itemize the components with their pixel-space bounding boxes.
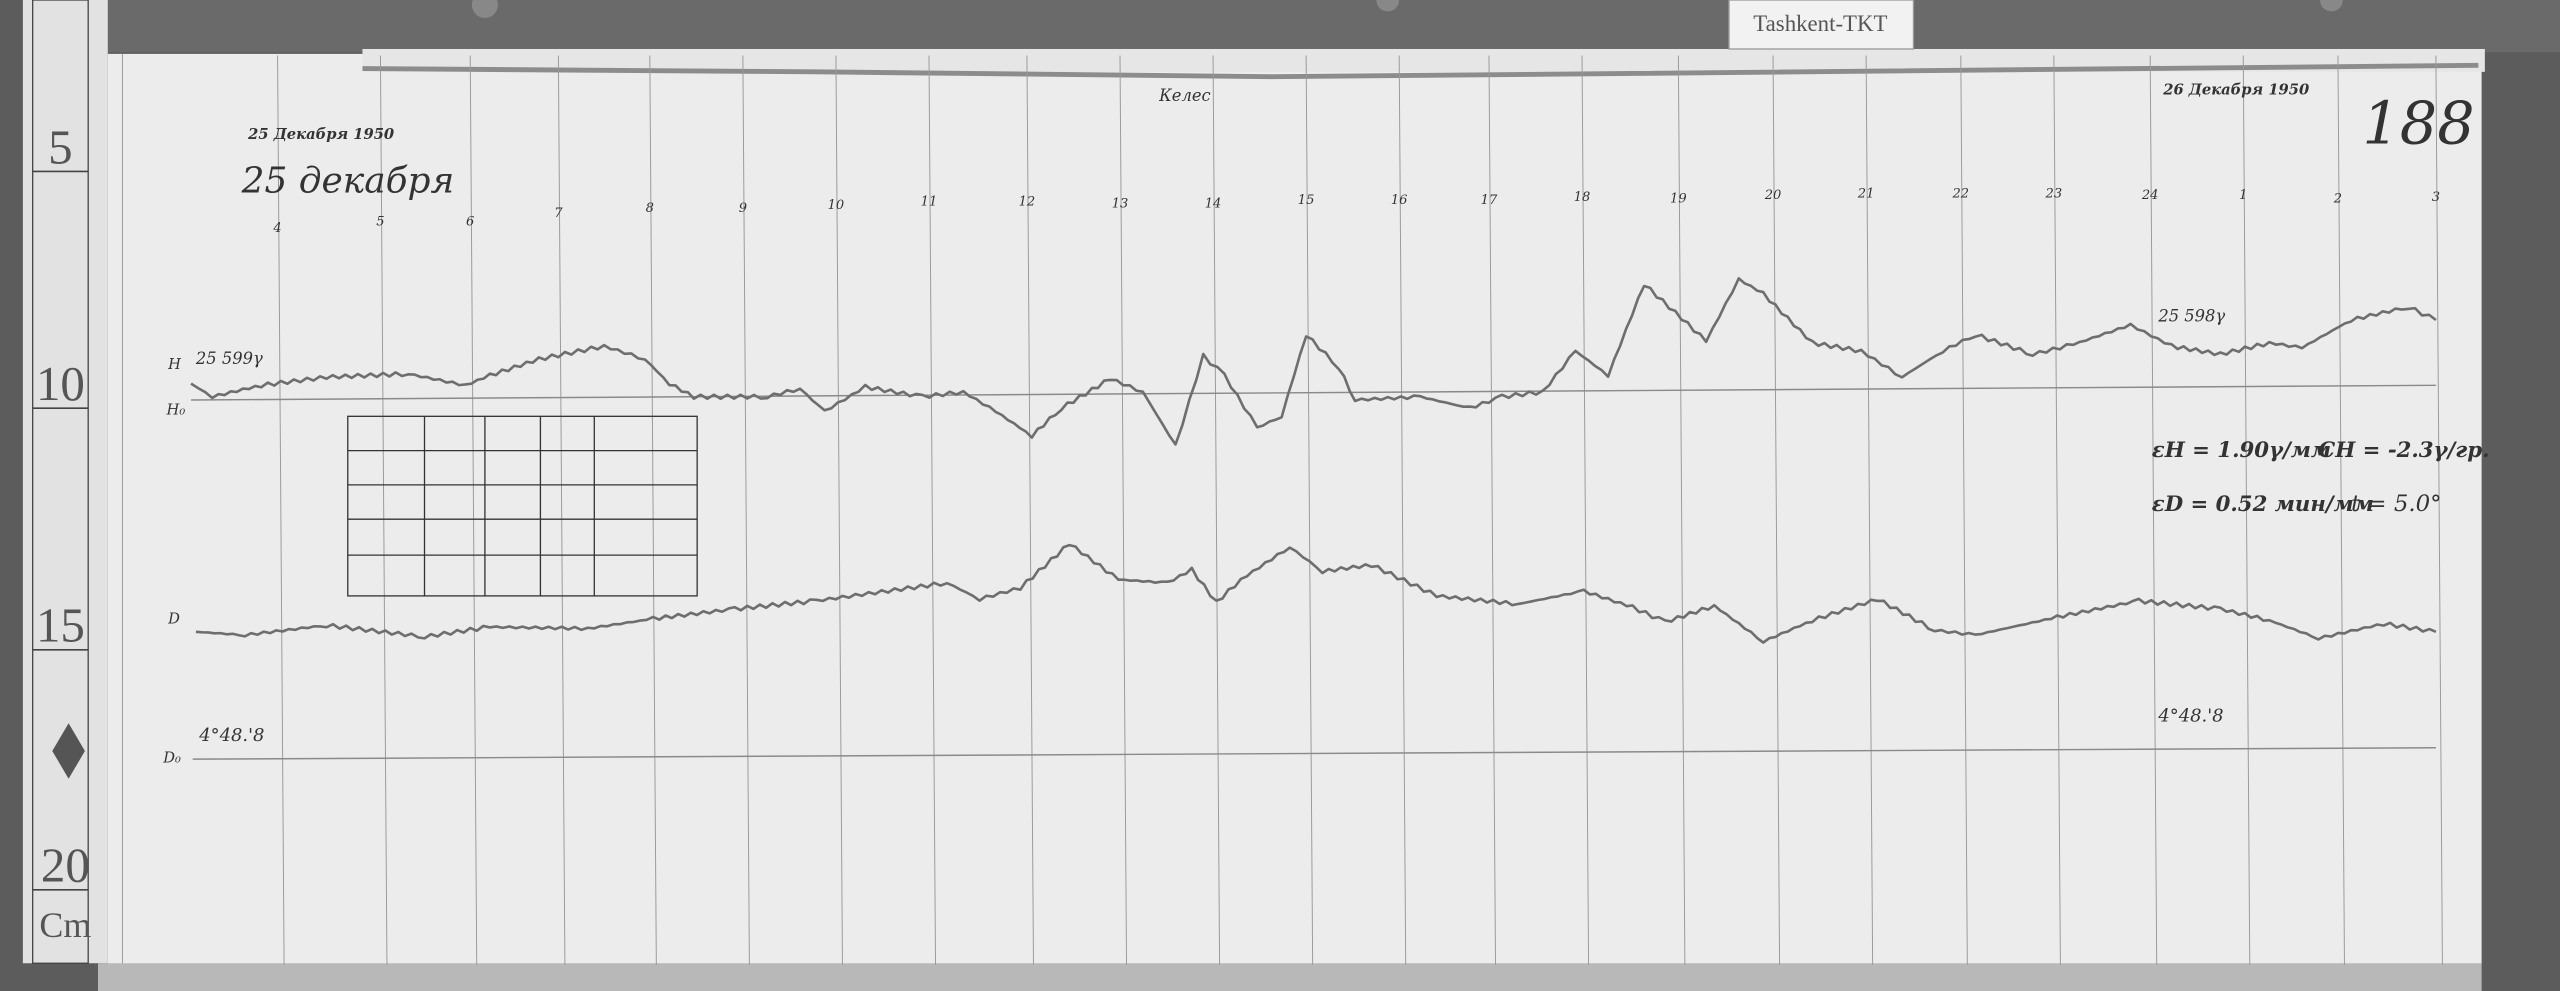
hour-label: 2 bbox=[2333, 191, 2342, 206]
hour-label: 13 bbox=[1112, 196, 1129, 211]
hour-labels: 4 5 67 8 9 10 11 12 13 14 15 16 17 18 19 20 21 22 23 24 1 2 3 bbox=[272, 187, 2440, 236]
hour-label: 3 bbox=[2432, 190, 2440, 205]
hour-line bbox=[379, 55, 388, 965]
hour-label: 18 bbox=[1574, 190, 1591, 205]
hour-label: 8 bbox=[646, 201, 654, 216]
hour-label: 16 bbox=[1391, 193, 1408, 208]
board-top bbox=[97, 0, 2560, 53]
hour-line bbox=[742, 55, 750, 965]
hour-line bbox=[557, 55, 566, 965]
annotation-eps-h: εH = 1.90γ/мм bbox=[2152, 438, 2331, 463]
hour-label: 12 bbox=[1019, 195, 1036, 210]
d-baseline bbox=[192, 747, 2436, 760]
h-value-right: 25 598γ bbox=[2157, 307, 2225, 326]
ruler-mark: 15 bbox=[36, 598, 85, 653]
hour-line bbox=[835, 55, 843, 965]
hour-label: 9 bbox=[739, 201, 747, 216]
hour-line bbox=[2053, 55, 2061, 965]
h-symbol: H bbox=[167, 356, 182, 373]
pin-icon bbox=[1376, 0, 1400, 12]
pin-icon bbox=[471, 0, 498, 18]
d-baseline-symbol: D₀ bbox=[162, 749, 181, 766]
hour-grid bbox=[277, 55, 2443, 965]
d-value-left: 4°48.'8 bbox=[198, 725, 264, 746]
hour-line bbox=[1212, 55, 1221, 965]
date-end: 26 Декабря 1950 bbox=[2162, 82, 2310, 99]
hour-label: 24 bbox=[2141, 188, 2159, 203]
hour-line bbox=[469, 55, 478, 965]
diamond-icon bbox=[52, 723, 85, 779]
hour-line bbox=[1865, 55, 1874, 965]
hour-line bbox=[1581, 55, 1590, 965]
calibration-grid bbox=[347, 415, 698, 597]
hour-label: 19 bbox=[1670, 191, 1687, 206]
hour-label: 10 bbox=[828, 198, 845, 213]
hour-label: 23 bbox=[2045, 187, 2063, 202]
h-baseline bbox=[191, 384, 2436, 401]
ruler-mark: 5 bbox=[48, 119, 72, 174]
hour-line bbox=[1305, 55, 1314, 965]
hour-line bbox=[2242, 55, 2251, 965]
annotation-temp: t = 5.0° bbox=[2351, 491, 2442, 517]
ruler-mark: 20 bbox=[41, 838, 90, 893]
hour-label: 1 bbox=[2239, 188, 2247, 203]
h-baseline-symbol: H₀ bbox=[166, 402, 186, 419]
hour-line bbox=[277, 55, 285, 965]
ruler-mark: 10 bbox=[36, 356, 85, 411]
date-start-pencil: 25 декабря bbox=[241, 161, 455, 202]
d-value-right: 4°48.'8 bbox=[2157, 706, 2223, 727]
ruler: 5 10 15 20 Cm bbox=[22, 0, 108, 964]
pin-icon bbox=[2319, 0, 2343, 12]
hour-label: 6 bbox=[466, 214, 474, 229]
svg-text:Tashkent-TKT: Tashkent-TKT bbox=[1753, 11, 1887, 36]
hour-line bbox=[1677, 55, 1686, 965]
hour-label: 4 bbox=[272, 221, 281, 236]
paper-bottom bbox=[97, 963, 2482, 991]
hour-line bbox=[2337, 55, 2345, 965]
paper-edge bbox=[362, 62, 2479, 80]
title-top: Келес bbox=[1158, 86, 1210, 105]
hour-line bbox=[1960, 55, 1968, 965]
hour-line bbox=[1398, 55, 1407, 965]
chart-paper bbox=[107, 53, 2482, 965]
hour-line bbox=[1772, 55, 1781, 965]
hour-label: 15 bbox=[1298, 193, 1315, 208]
hour-line bbox=[649, 55, 657, 965]
annotation-c-h: CH = -2.3γ/гр. bbox=[2318, 438, 2489, 463]
station-label: Tashkent-TKT bbox=[1728, 0, 1915, 50]
hour-label: 20 bbox=[1764, 188, 1782, 203]
hour-line bbox=[1026, 55, 1034, 965]
hour-line bbox=[1488, 55, 1496, 965]
h-value-left: 25 599γ bbox=[195, 349, 263, 368]
hour-line bbox=[928, 55, 937, 965]
hour-label: 17 bbox=[1481, 193, 1498, 208]
date-start: 25 Декабря 1950 bbox=[247, 126, 395, 143]
d-symbol: D bbox=[167, 611, 180, 628]
hour-line bbox=[2149, 55, 2158, 965]
sheet-number: 188 bbox=[2362, 89, 2474, 158]
h-trace-line bbox=[190, 277, 2437, 446]
hour-label: 22 bbox=[1951, 187, 1969, 202]
d-trace-line bbox=[195, 543, 2437, 644]
hour-line bbox=[1119, 55, 1128, 965]
paper-overlap-strip bbox=[362, 48, 2485, 72]
hour-label: 11 bbox=[921, 195, 938, 210]
annotation-eps-d: εD = 0.52 мин/мм bbox=[2152, 492, 2374, 517]
hour-line bbox=[2435, 55, 2443, 965]
hour-label: 21 bbox=[1857, 187, 1875, 202]
hour-label: 14 bbox=[1205, 196, 1222, 211]
ruler-unit: Cm bbox=[39, 905, 91, 945]
hour-label: 7 bbox=[554, 206, 563, 221]
hour-label: 5 bbox=[376, 214, 384, 229]
